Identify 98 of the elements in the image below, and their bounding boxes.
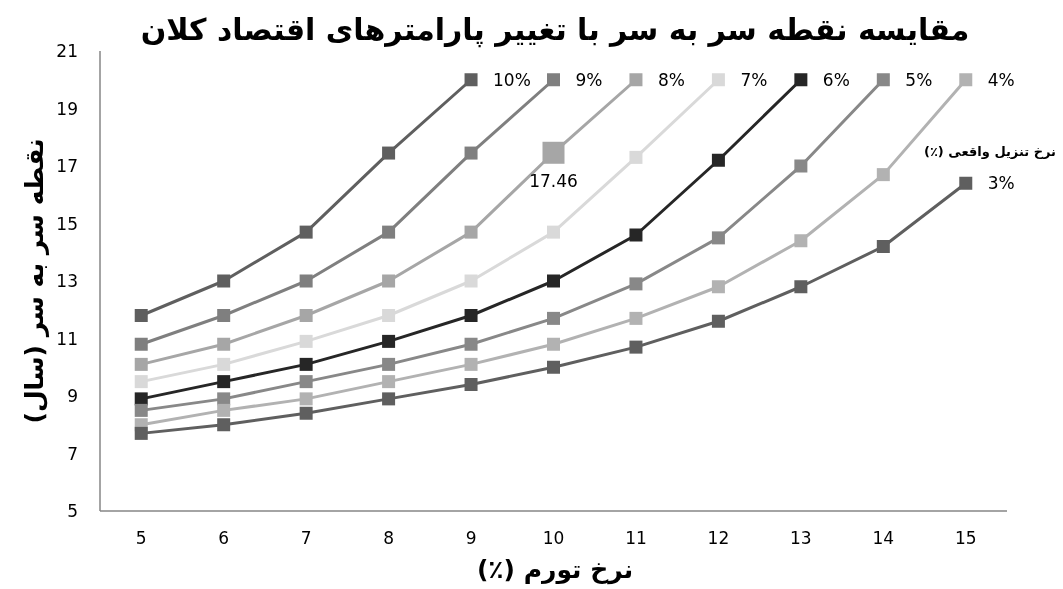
point	[217, 274, 231, 288]
y-tick-label: 11	[56, 328, 78, 349]
x-tick-label: 14	[872, 528, 895, 548]
point	[134, 403, 148, 417]
point	[382, 334, 396, 348]
point	[547, 360, 560, 374]
point	[711, 73, 725, 87]
point	[217, 403, 231, 417]
point	[547, 311, 560, 325]
x-tick-label: 9	[465, 528, 477, 548]
point	[299, 334, 313, 348]
y-tick-label: 21	[56, 41, 78, 61]
point	[299, 392, 313, 406]
chart-title: مقایسه نقطه سر به سر با تغییر پارامترهای اقتصاد کلان	[140, 12, 970, 48]
point	[382, 309, 396, 322]
point	[794, 159, 808, 173]
point	[299, 357, 313, 371]
point	[299, 309, 313, 322]
point	[299, 274, 313, 288]
point	[547, 337, 560, 351]
y-tick-label: 9	[67, 386, 78, 406]
series-label: 3%	[987, 173, 1015, 194]
x-tick-label: 11	[625, 528, 647, 548]
series-label: 10%	[493, 69, 531, 90]
point	[464, 378, 478, 391]
point	[876, 240, 890, 253]
point	[134, 309, 148, 322]
point	[382, 274, 396, 288]
point	[134, 357, 148, 371]
x-tick-label: 7	[300, 528, 312, 548]
point	[711, 231, 725, 245]
point	[382, 225, 396, 239]
x-tick-label: 13	[790, 528, 812, 548]
point	[711, 280, 725, 294]
point	[629, 311, 643, 325]
point	[464, 357, 478, 371]
point	[629, 277, 643, 291]
y-tick-label: 19	[56, 98, 78, 119]
point	[794, 234, 808, 248]
point	[464, 73, 478, 87]
point	[382, 392, 396, 406]
point	[134, 426, 148, 440]
x-tick-label: 5	[135, 528, 147, 548]
point	[299, 375, 313, 389]
point	[629, 340, 643, 354]
point	[217, 337, 231, 351]
point	[299, 225, 313, 239]
y-tick-label: 5	[67, 501, 78, 521]
point	[959, 73, 973, 87]
x-tick-label: 6	[218, 528, 230, 548]
point	[464, 225, 478, 239]
x-tick-label: 12	[707, 528, 730, 548]
point	[134, 392, 148, 406]
point	[464, 274, 478, 288]
y-tick-label: 15	[56, 213, 78, 234]
point	[629, 228, 643, 242]
point	[959, 176, 973, 190]
point	[794, 73, 808, 87]
y-tick-label: 7	[67, 443, 78, 464]
legend-title: نرخ تنزیل واقعی (٪)	[923, 143, 1056, 159]
point	[134, 375, 148, 389]
x-tick-label: 15	[954, 528, 977, 548]
data-label: 17.46	[529, 170, 578, 191]
point	[464, 309, 478, 322]
point	[876, 168, 890, 182]
point	[876, 73, 890, 87]
point	[711, 153, 725, 167]
y-axis-title: نقطه سر به سر (سال)	[19, 138, 50, 424]
point	[711, 314, 725, 328]
point	[217, 357, 231, 371]
point	[629, 73, 643, 87]
series-label: 4%	[987, 69, 1015, 90]
x-tick-label: 8	[383, 528, 394, 548]
x-axis-title: نرخ تورم (٪)	[476, 555, 634, 585]
point	[217, 309, 231, 322]
point	[547, 225, 560, 239]
point	[217, 392, 231, 406]
x-tick-label: 10	[542, 528, 565, 548]
point	[629, 150, 643, 164]
series-label: 8%	[657, 69, 685, 90]
point	[217, 418, 231, 432]
point	[382, 357, 396, 371]
y-tick-label: 13	[56, 271, 78, 291]
point	[134, 337, 148, 351]
point	[217, 375, 231, 389]
series-label: 9%	[575, 69, 603, 90]
point	[547, 73, 560, 87]
series-label: 6%	[822, 69, 850, 90]
point	[794, 280, 808, 294]
point	[464, 146, 478, 160]
point	[464, 337, 478, 351]
series-label: 7%	[740, 69, 768, 90]
point	[382, 146, 396, 160]
series-label: 5%	[905, 69, 933, 90]
point	[299, 406, 313, 420]
point	[547, 274, 560, 288]
point	[382, 375, 396, 389]
y-tick-label: 17	[56, 156, 78, 176]
